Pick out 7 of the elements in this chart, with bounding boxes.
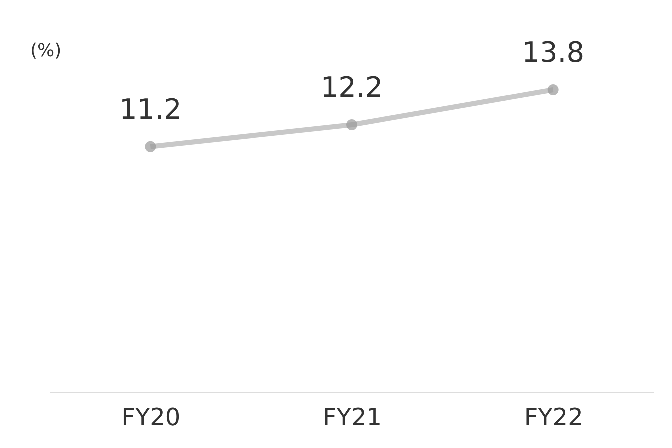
y-axis-title: (%) bbox=[30, 40, 62, 62]
data-label: 12.2 bbox=[320, 71, 384, 104]
data-label: 13.8 bbox=[522, 36, 585, 69]
data-label: 11.2 bbox=[119, 92, 182, 126]
x-tick-label: FY21 bbox=[322, 404, 382, 432]
x-tick-label: FY20 bbox=[122, 404, 181, 432]
x-tick-label: FY22 bbox=[524, 404, 584, 432]
